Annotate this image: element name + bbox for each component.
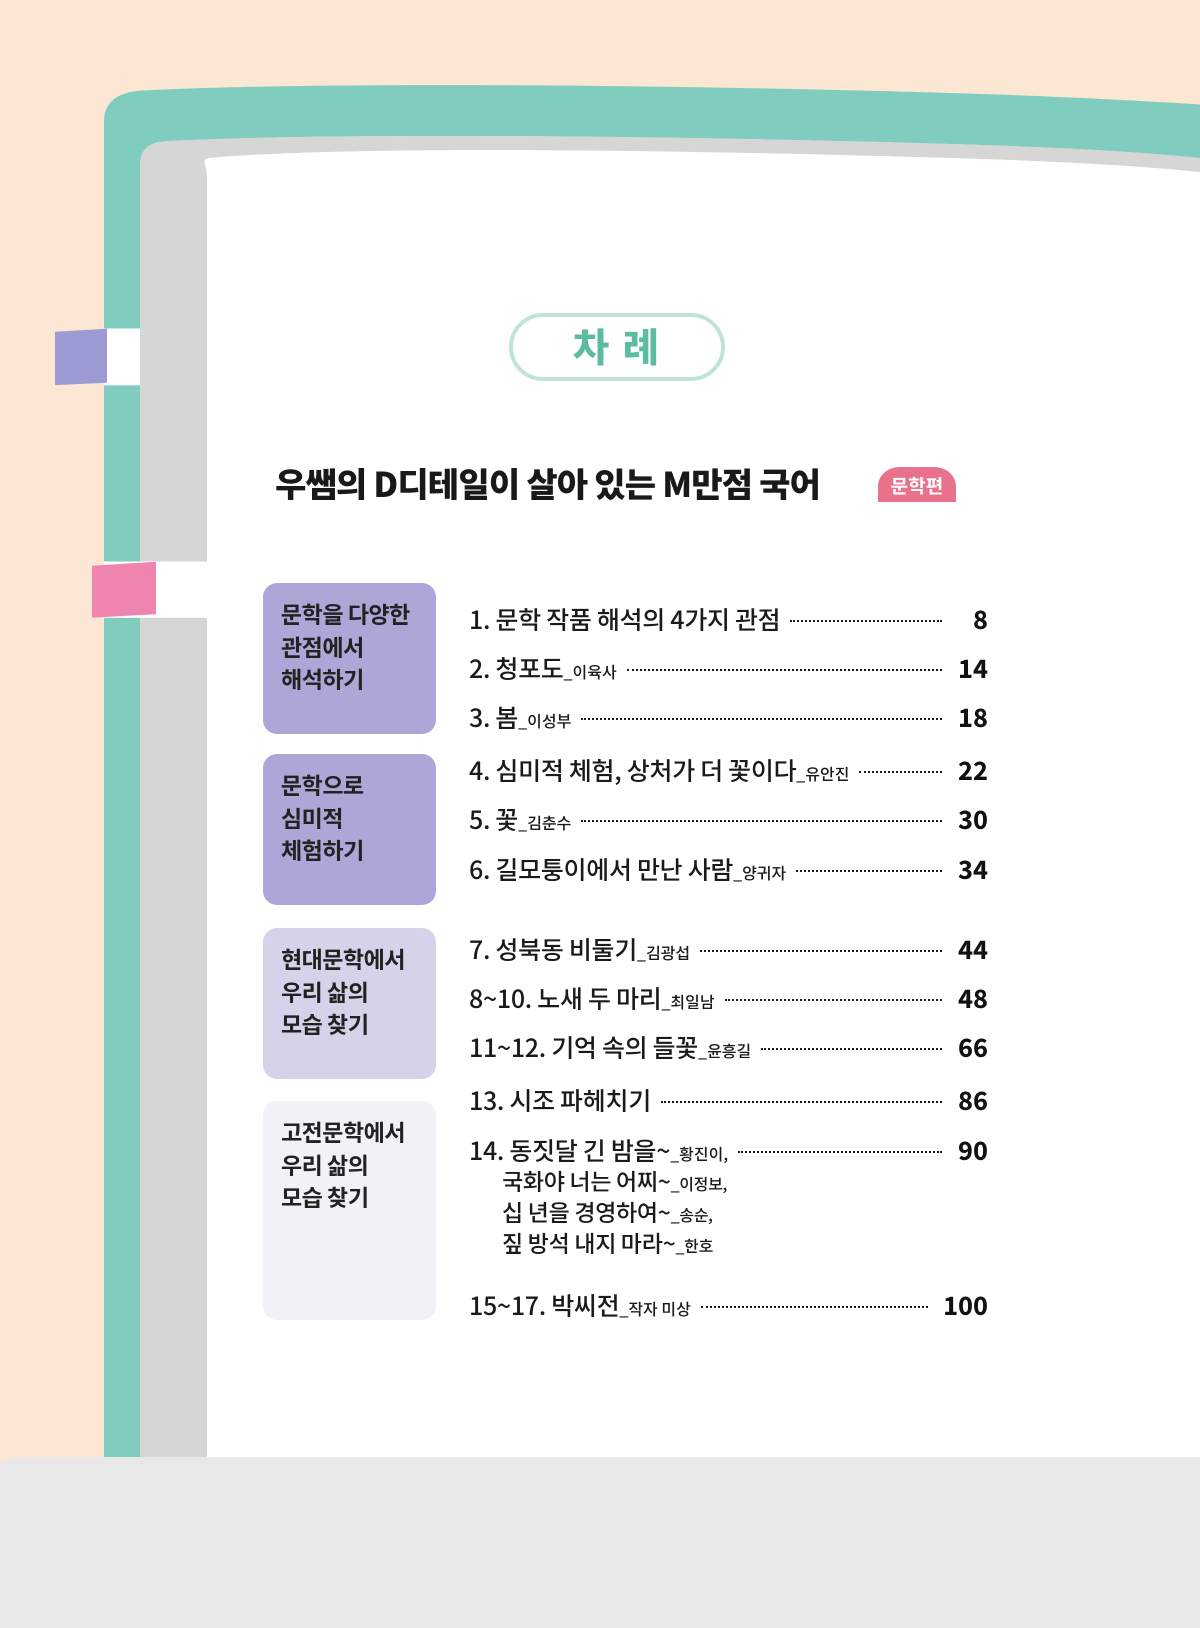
svg-text:차 례: 차 례 (573, 316, 662, 374)
svg-text:문학편: 문학편 (891, 472, 943, 499)
